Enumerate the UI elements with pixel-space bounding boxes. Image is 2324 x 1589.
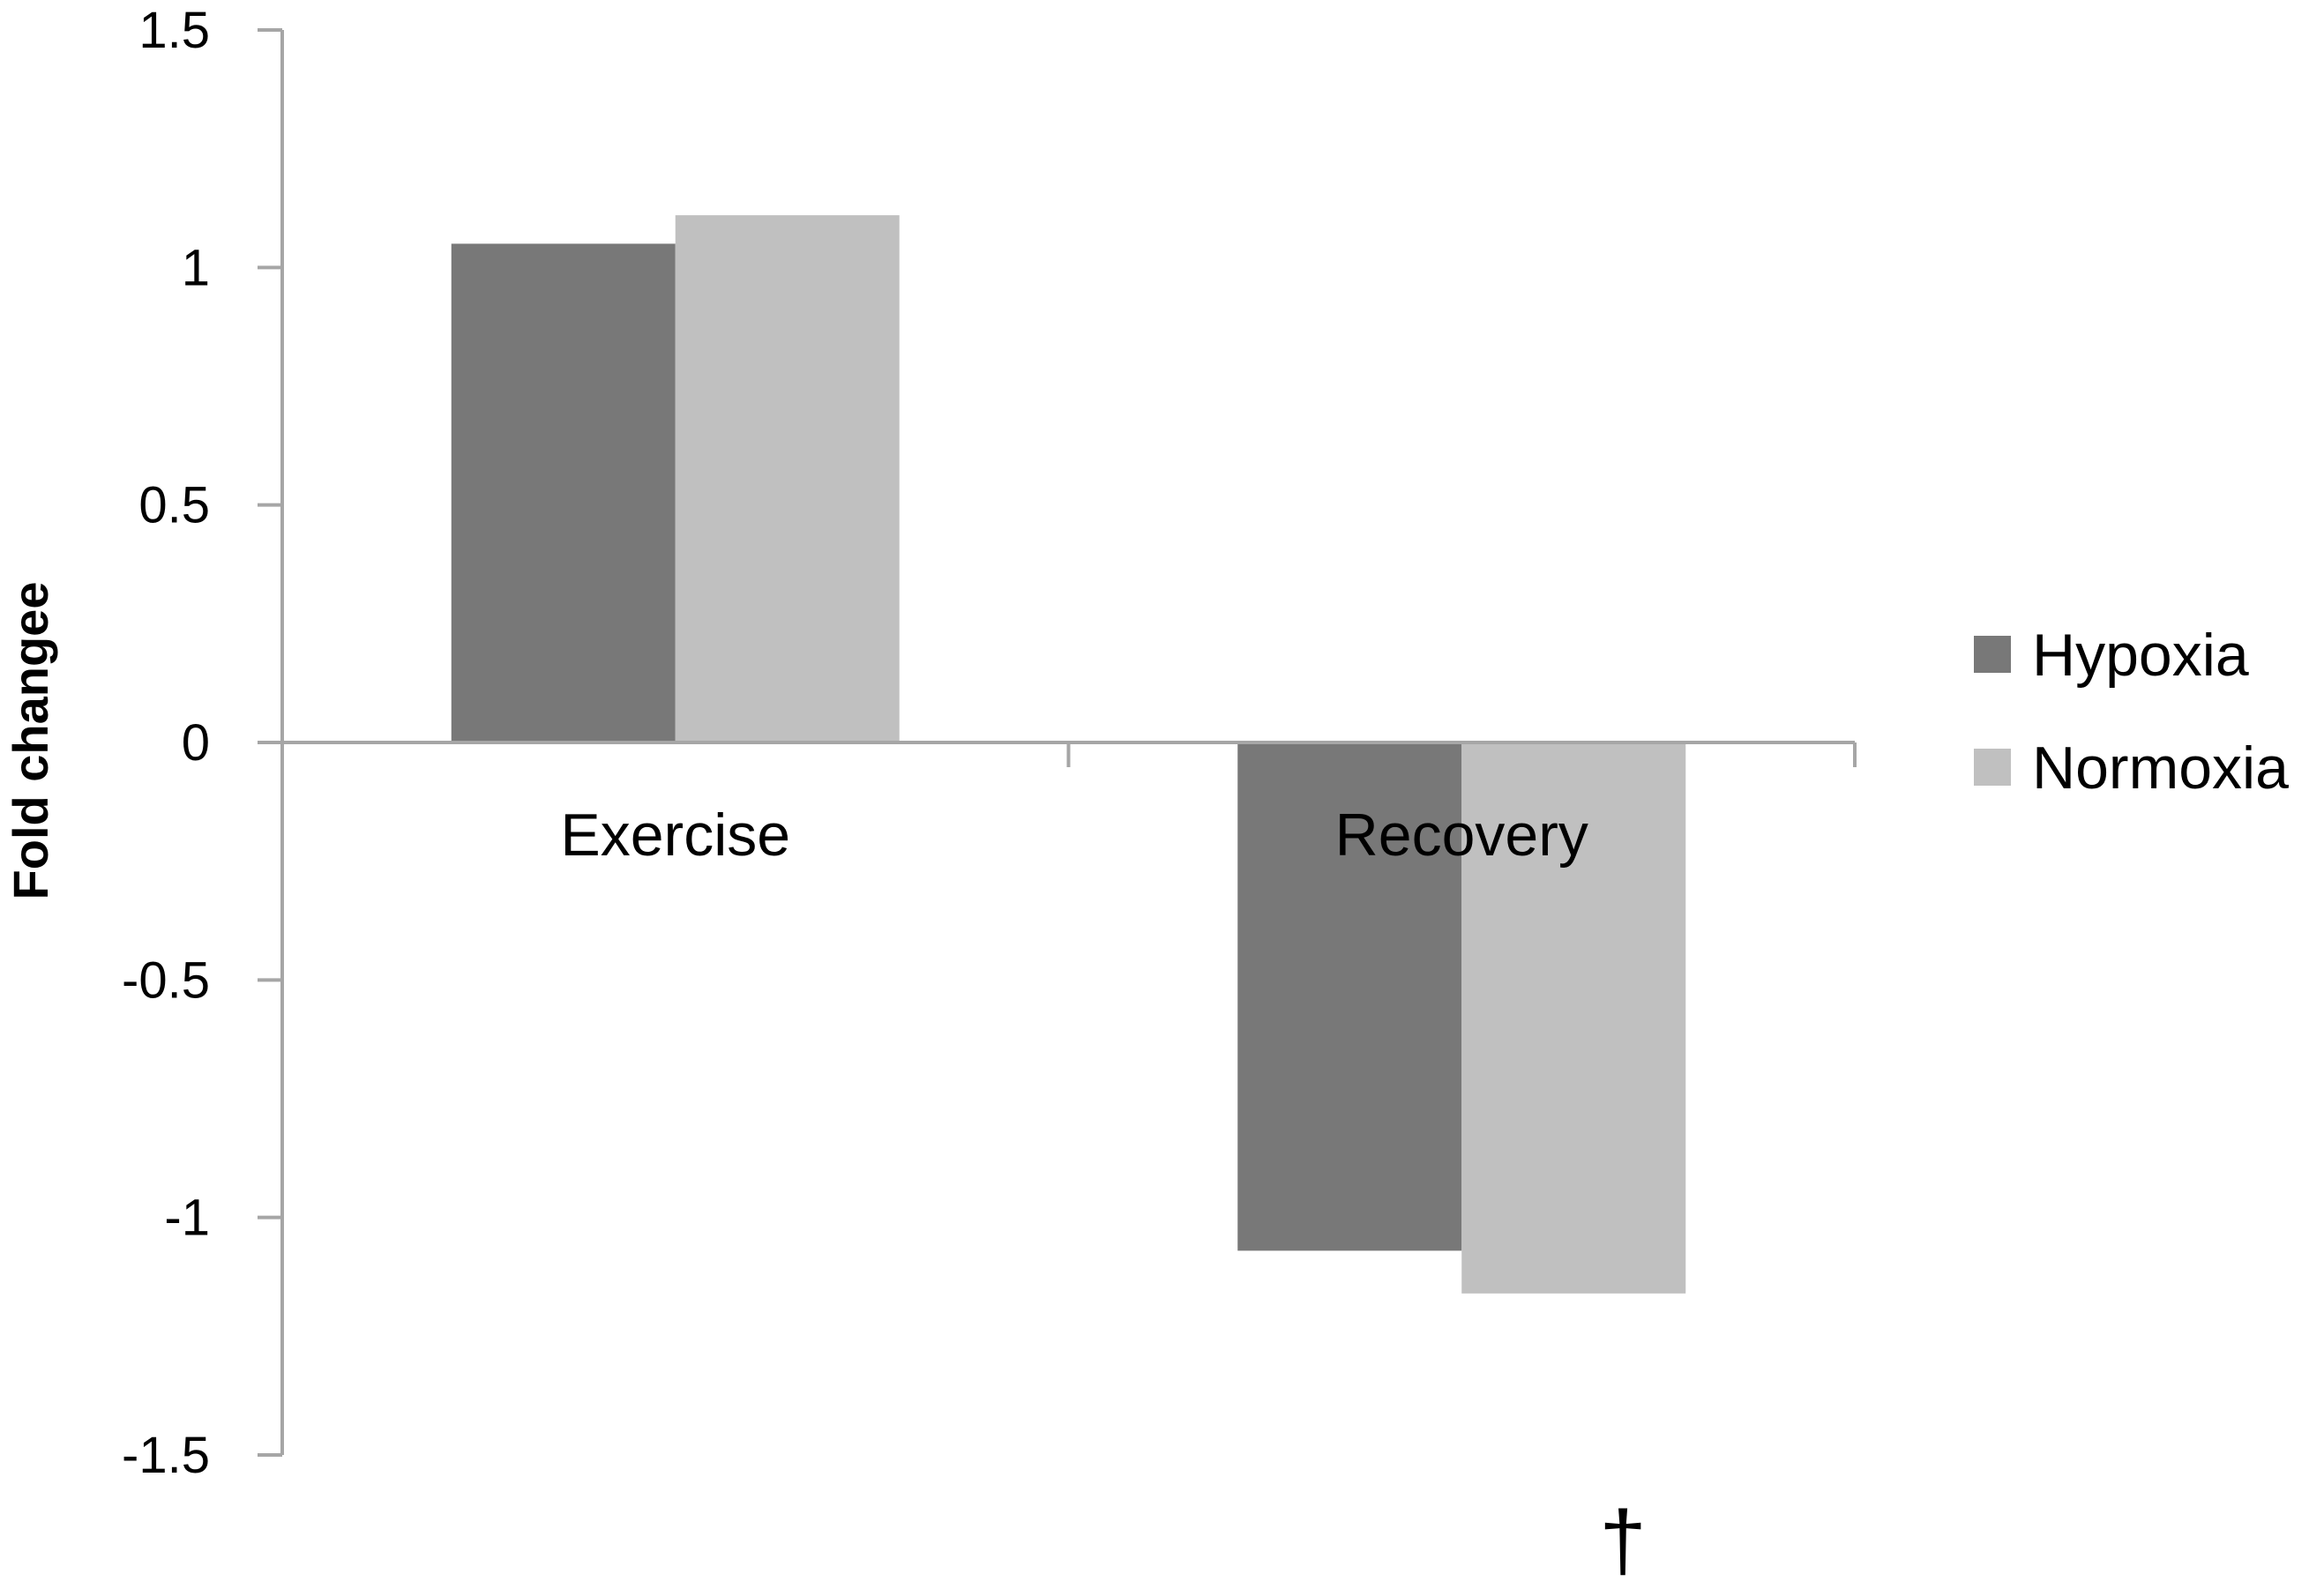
bar-exercise-hypoxia [451,243,676,742]
y-tick-label: 1 [182,239,210,296]
y-tick-label: 1.5 [138,2,210,59]
y-tick-label: -0.5 [122,951,210,1009]
y-tick-label: -1 [164,1190,210,1247]
y-tick-label: 0.5 [138,477,210,534]
bars-layer [451,215,1686,1294]
bar-exercise-normoxia [675,215,900,742]
legend-label-hypoxia: Hypoxia [2032,622,2249,689]
bar-recovery-hypoxia [1237,742,1462,1251]
bar-recovery-normoxia [1461,742,1686,1294]
y-tick-labels: 1.5 1 0.5 0 -0.5 -1 -1.5 [122,2,210,1484]
legend-swatch-hypoxia [1974,636,2011,673]
category-label-exercise: Exercise [560,802,790,869]
legend-swatch-normoxia [1974,749,2011,786]
category-label-recovery: Recovery [1335,802,1588,869]
y-tick-label: 0 [182,714,210,772]
significance-dagger: † [1599,1494,1646,1585]
legend-label-normoxia: Normoxia [2032,735,2289,802]
y-axis-label: Fold changee [3,582,58,900]
category-labels: Exercise Recovery [560,802,1588,869]
annotations: † [1599,1494,1646,1588]
legend: Hypoxia Normoxia [1974,622,2289,802]
y-tick-label: -1.5 [122,1427,210,1484]
axes [258,28,1857,1457]
